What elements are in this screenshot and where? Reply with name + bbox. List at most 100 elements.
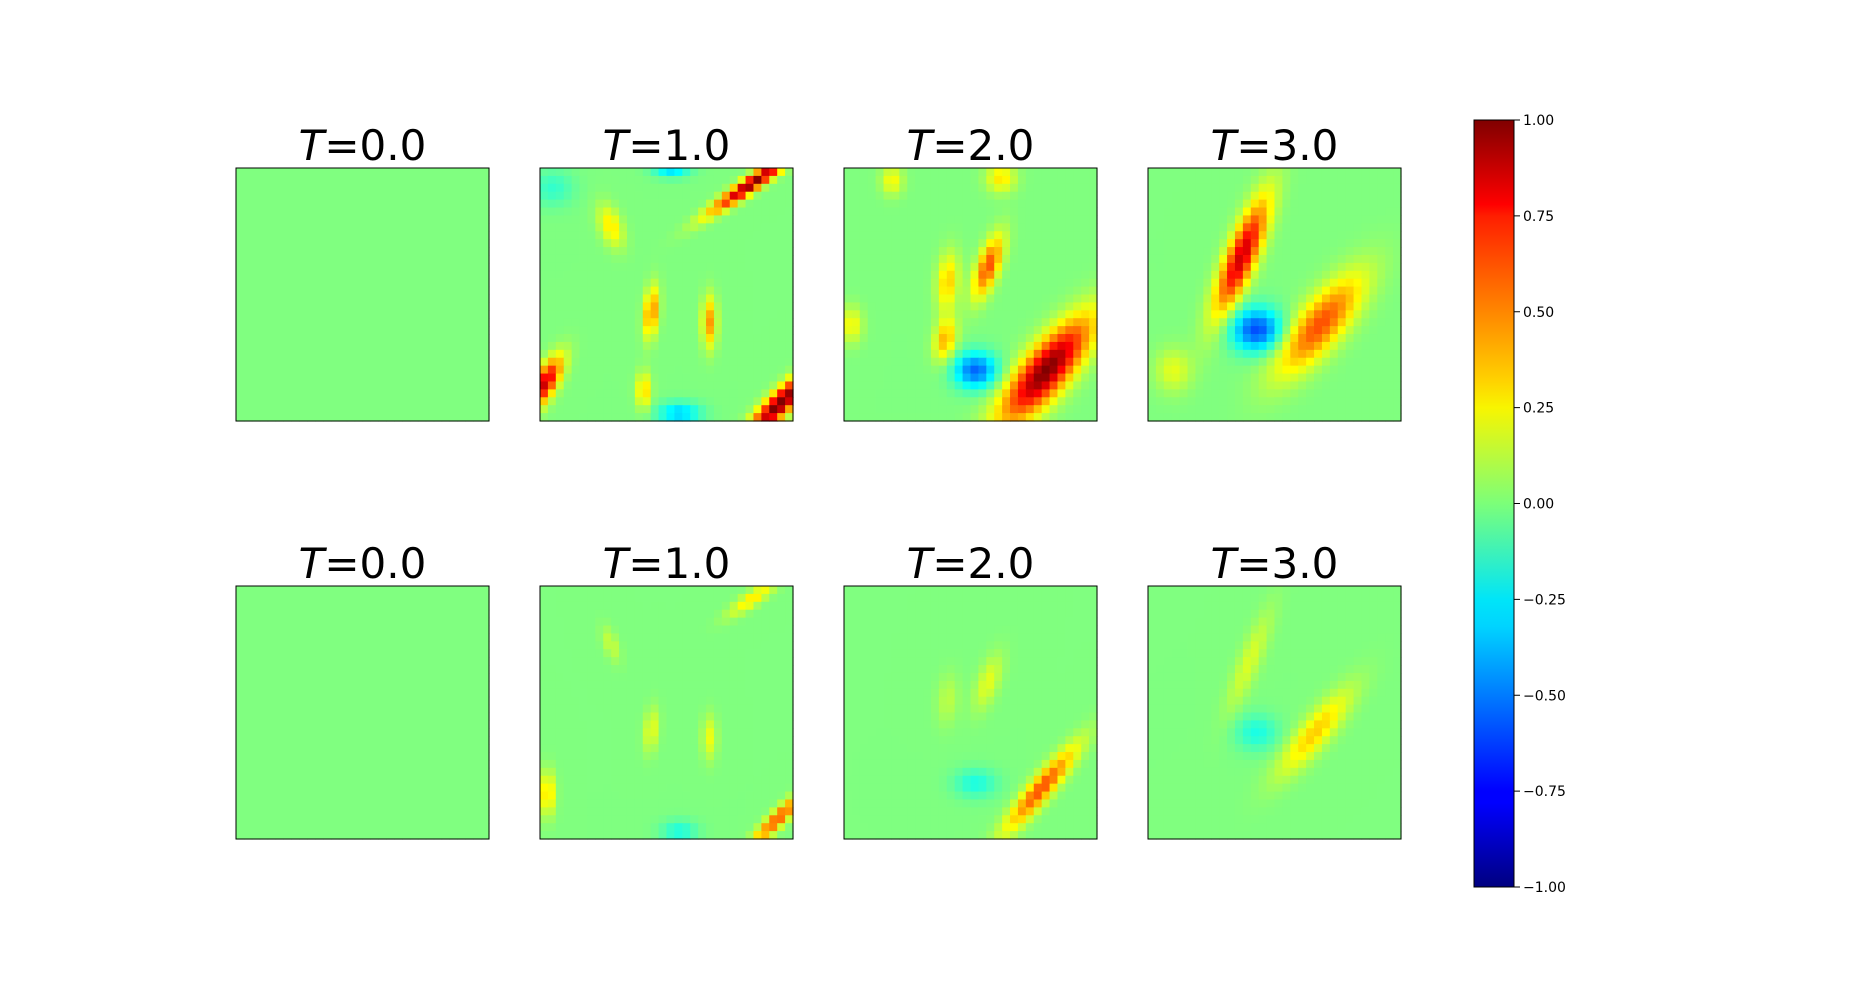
heatmap-cell — [753, 326, 762, 335]
heatmap-cell — [642, 239, 652, 248]
heatmap-cell — [417, 318, 427, 327]
heatmap-cell — [1266, 270, 1276, 280]
heatmap-cell — [1057, 310, 1066, 319]
heatmap-cell — [1089, 199, 1098, 209]
heatmap-cell — [1266, 326, 1276, 335]
heatmap-cell — [267, 791, 277, 801]
heatmap-cell — [449, 168, 458, 177]
heatmap-cell — [425, 215, 435, 224]
heatmap-cell — [1282, 199, 1291, 209]
heatmap-cell — [563, 239, 573, 248]
heatmap-cell — [425, 373, 435, 383]
heatmap-cell — [441, 649, 451, 658]
heatmap-cell — [1155, 405, 1165, 414]
heatmap-cell — [899, 231, 908, 240]
heatmap-cell — [1298, 365, 1307, 375]
heatmap-cell — [1195, 326, 1204, 335]
heatmap-cell — [986, 223, 995, 232]
heatmap-cell — [844, 278, 853, 288]
heatmap-cell — [1321, 397, 1331, 406]
heatmap-cell — [666, 318, 676, 327]
heatmap-cell — [473, 665, 482, 674]
heatmap-cell — [571, 365, 581, 375]
heatmap-cell — [1314, 175, 1323, 185]
heatmap-cell — [753, 270, 762, 280]
heatmap-cell — [555, 207, 565, 217]
heatmap-cell — [386, 302, 395, 311]
heatmap-cell — [915, 302, 924, 311]
heatmap-cell — [994, 215, 1003, 224]
heatmap-cell — [761, 326, 770, 335]
heatmap-cell — [370, 413, 379, 422]
heatmap-cell — [378, 704, 387, 714]
heatmap-cell — [354, 601, 364, 611]
heatmap-cell — [745, 349, 755, 359]
heatmap-cell — [433, 704, 443, 714]
heatmap-cell — [1073, 183, 1082, 193]
heatmap-cell — [1195, 357, 1204, 367]
heatmap-cell — [465, 223, 474, 232]
heatmap-cell — [378, 239, 387, 248]
heatmap-cell — [1010, 270, 1019, 280]
heatmap-cell — [867, 223, 877, 232]
heatmap-cell — [409, 239, 419, 248]
heatmap-cell — [409, 397, 419, 406]
heatmap-cell — [1041, 254, 1051, 264]
heatmap-cell — [338, 665, 348, 674]
heatmap-cell — [322, 752, 332, 761]
heatmap-cell — [619, 405, 628, 414]
heatmap-cell — [555, 168, 565, 177]
heatmap-cell — [713, 183, 723, 193]
heatmap-cell — [1321, 413, 1331, 422]
heatmap-cell — [634, 405, 644, 414]
heatmap-cell — [867, 381, 877, 390]
heatmap-cell — [394, 657, 403, 666]
heatmap-cell — [634, 168, 644, 177]
heatmap-cell — [1329, 413, 1339, 422]
heatmap-cell — [1010, 262, 1019, 272]
heatmap-cell — [307, 397, 316, 406]
heatmap-cell — [1187, 215, 1197, 224]
heatmap-cell — [634, 183, 644, 193]
heatmap-cell — [236, 601, 245, 611]
heatmap-cell — [761, 199, 770, 209]
heatmap-cell — [362, 357, 372, 367]
heatmap-cell — [1057, 199, 1066, 209]
heatmap-cell — [698, 413, 707, 422]
heatmap-cell — [354, 405, 364, 414]
heatmap-cell — [626, 278, 636, 288]
heatmap-cell — [322, 349, 332, 359]
heatmap-cell — [275, 175, 285, 185]
heatmap-cell — [994, 207, 1003, 217]
heatmap-cell — [441, 767, 451, 777]
heatmap-cell — [579, 270, 589, 280]
heatmap-cell — [626, 357, 636, 367]
heatmap-cell — [267, 625, 277, 635]
heatmap-cell — [1266, 341, 1276, 351]
heatmap-cell — [338, 183, 348, 193]
heatmap-cell — [330, 286, 340, 296]
heatmap-cell — [1155, 397, 1165, 406]
heatmap-cell — [362, 278, 372, 288]
heatmap-cell — [1148, 365, 1157, 375]
heatmap-cell — [362, 657, 372, 666]
heatmap-cell — [721, 262, 731, 272]
heatmap-cell — [579, 231, 589, 240]
heatmap-cell — [666, 223, 676, 232]
heatmap-cell — [907, 405, 916, 414]
heatmap-cell — [737, 373, 747, 383]
heatmap-cell — [386, 759, 395, 769]
heatmap-cell — [409, 593, 419, 603]
heatmap-cell — [907, 413, 916, 422]
heatmap-cell — [777, 413, 786, 422]
heatmap-cell — [394, 294, 403, 304]
heatmap-cell — [859, 341, 869, 351]
heatmap-cell — [1033, 278, 1043, 288]
heatmap-cell — [236, 609, 245, 619]
heatmap-cell — [394, 767, 403, 777]
heatmap-cell — [785, 286, 794, 296]
heatmap-cell — [915, 294, 924, 304]
heatmap-cell — [721, 373, 731, 383]
heatmap-cell — [650, 168, 660, 177]
heatmap-cell — [674, 262, 683, 272]
